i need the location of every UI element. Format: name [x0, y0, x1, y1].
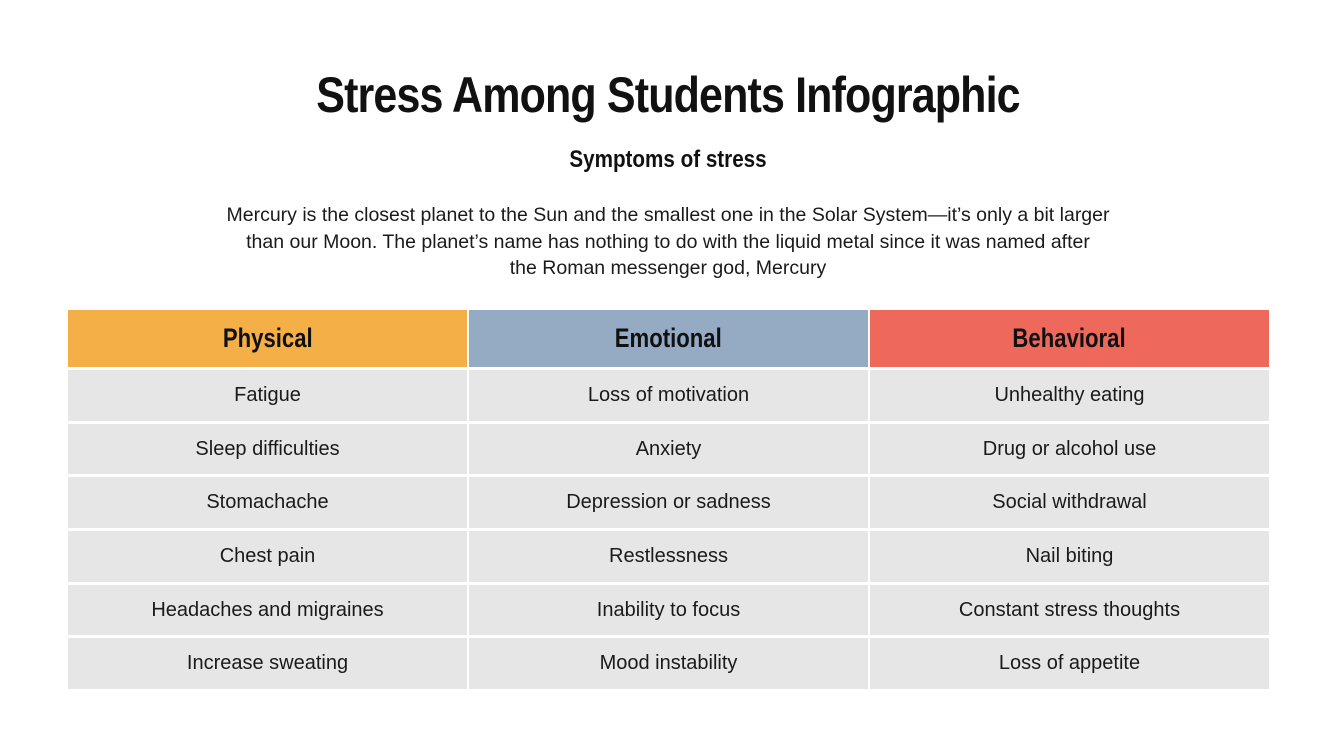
column-header: Behavioral — [870, 310, 1269, 367]
table-cell: Stomachache — [68, 477, 467, 529]
column-emotional: Emotional Loss of motivation Anxiety Dep… — [469, 310, 868, 690]
table-cell: Headaches and migraines — [68, 584, 467, 636]
column-behavioral: Behavioral Unhealthy eating Drug or alco… — [870, 310, 1269, 690]
table-cell: Nail biting — [870, 531, 1269, 582]
table-cell: Unhealthy eating — [870, 370, 1269, 421]
table-cell: Loss of appetite — [870, 638, 1269, 690]
column-header: Emotional — [469, 310, 868, 367]
table-cell: Constant stress thoughts — [870, 584, 1269, 636]
page-title: Stress Among Students Infographic — [316, 67, 1020, 123]
table-cell: Drug or alcohol use — [870, 423, 1269, 475]
description-line: Mercury is the closest planet to the Sun… — [226, 204, 1110, 226]
table-cell: Sleep difficulties — [68, 423, 467, 475]
table-cell: Increase sweating — [68, 638, 467, 690]
table-cell: Fatigue — [68, 370, 467, 421]
description-line: than our Moon. The planet’s name has not… — [246, 230, 1090, 253]
table-cell: Anxiety — [469, 423, 868, 475]
column-physical: Physical Fatigue Sleep difficulties Stom… — [68, 310, 467, 690]
description-line: the Roman messenger god, Mercury — [509, 257, 827, 279]
column-header-label: Physical — [222, 323, 313, 353]
table-cell: Inability to focus — [469, 584, 868, 636]
table-cell: Social withdrawal — [870, 477, 1269, 529]
table-cell: Restlessness — [469, 531, 868, 582]
table-cell: Chest pain — [68, 531, 467, 582]
column-header: Physical — [68, 310, 467, 367]
subtitle: Symptoms of stress — [569, 146, 767, 173]
table-cell: Depression or sadness — [469, 477, 868, 529]
table-cell: Mood instability — [469, 638, 868, 690]
table-cell: Loss of motivation — [469, 370, 868, 421]
symptoms-table: Physical Fatigue Sleep difficulties Stom… — [68, 310, 1269, 690]
description: Mercury is the closest planet to the Sun… — [0, 202, 1336, 282]
column-header-label: Behavioral — [1012, 323, 1127, 353]
column-header-label: Emotional — [614, 323, 723, 353]
